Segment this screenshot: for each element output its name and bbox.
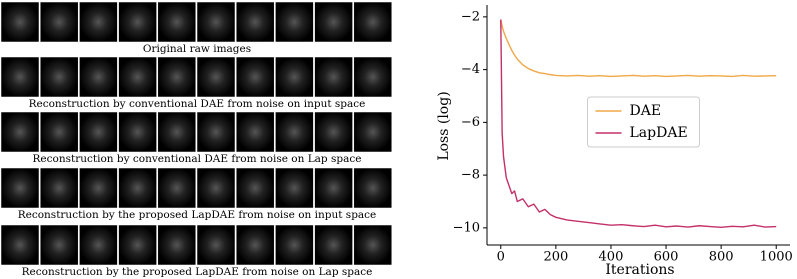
digit-image [314, 56, 353, 98]
digit-image [275, 56, 314, 98]
caption: Reconstruction by the proposed LapDAE fr… [22, 266, 373, 278]
digit-image [79, 111, 118, 153]
line-series [500, 19, 777, 229]
digit-image [196, 224, 236, 266]
caption: Reconstruction by the proposed LapDAE fr… [18, 209, 377, 221]
digit-image [157, 111, 197, 153]
digit-image [79, 224, 118, 266]
y-tick-label: −2 [461, 9, 480, 24]
y-tick-label: −8 [461, 168, 480, 183]
x-axis-label: Iterations [605, 262, 674, 278]
digit-image [79, 1, 118, 43]
digit-image [39, 1, 79, 43]
digit-image [0, 167, 40, 209]
digit-image [314, 1, 353, 43]
digit-image [275, 224, 314, 266]
x-tick-label: 800 [709, 250, 734, 265]
legend-box [587, 96, 700, 148]
digit-image [353, 224, 393, 266]
digit-image [118, 1, 157, 43]
digit-image [196, 56, 236, 98]
digit-image [275, 1, 314, 43]
legend-label: DAE [630, 103, 662, 119]
y-tick-label: −4 [461, 62, 480, 77]
digit-image [118, 167, 157, 209]
digit-image [118, 224, 157, 266]
digit-image [314, 111, 353, 153]
caption: Original raw images [143, 43, 251, 55]
digit-image [196, 1, 236, 43]
x-tick-label: 200 [543, 250, 568, 265]
digit-image [79, 167, 118, 209]
digit-image [39, 167, 79, 209]
digit-image [196, 167, 236, 209]
digit-image [157, 1, 197, 43]
digit-image [118, 111, 157, 153]
digit-image [196, 111, 236, 153]
digit-image [235, 1, 275, 43]
y-tick-label: −10 [453, 220, 480, 235]
digit-image [0, 224, 40, 266]
legend-label: LapDAE [630, 125, 688, 141]
digit-image [157, 224, 197, 266]
digit-image [235, 56, 275, 98]
digit-image [353, 1, 393, 43]
digit-image [39, 111, 79, 153]
digit-image [157, 167, 197, 209]
digit-image [0, 111, 40, 153]
digit-image [314, 167, 353, 209]
digit-image [39, 56, 79, 98]
digit-image [118, 56, 157, 98]
digit-image [235, 111, 275, 153]
digit-image [353, 167, 393, 209]
digit-image [0, 1, 40, 43]
digit-image [353, 56, 393, 98]
digit-image [275, 111, 314, 153]
digit-image [235, 224, 275, 266]
caption: Reconstruction by conventional DAE from … [29, 98, 366, 110]
digit-image [157, 56, 197, 98]
x-tick-label: 1000 [760, 250, 793, 265]
digit-image [314, 224, 353, 266]
line-series [500, 19, 777, 78]
digit-image [0, 56, 40, 98]
x-tick-label: 0 [497, 250, 505, 265]
digit-image [353, 111, 393, 153]
digit-image [39, 224, 79, 266]
digit-image [235, 167, 275, 209]
digit-image [79, 56, 118, 98]
y-axis-label: Loss (log) [436, 91, 452, 160]
x-tick-label: 600 [654, 250, 679, 265]
caption: Reconstruction by conventional DAE from … [33, 153, 362, 165]
digit-image [275, 167, 314, 209]
y-tick-label: −6 [461, 115, 480, 130]
x-tick-label: 400 [599, 250, 624, 265]
